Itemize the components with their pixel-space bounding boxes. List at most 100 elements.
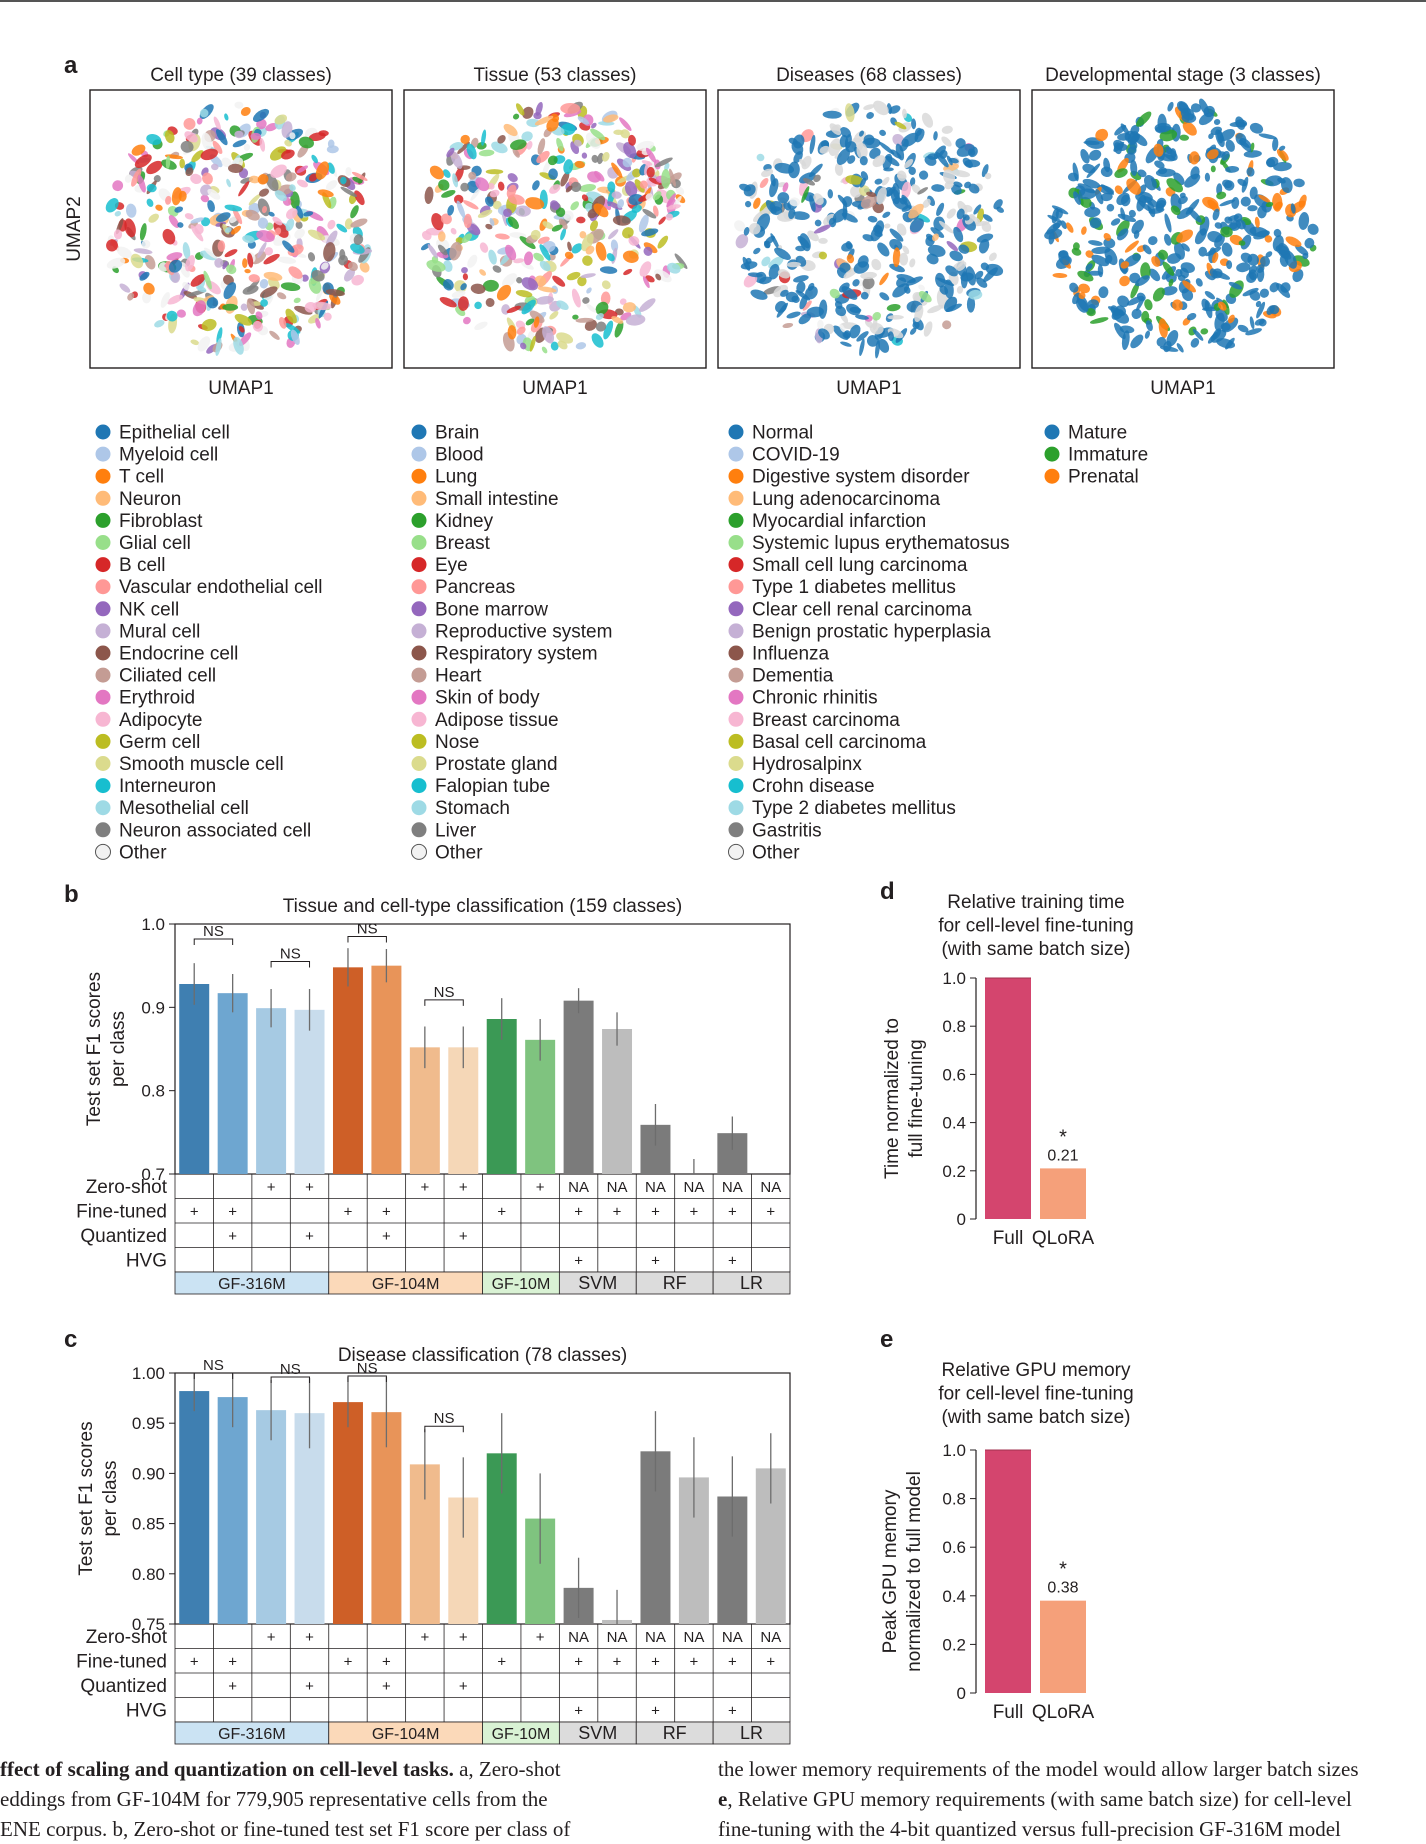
- umap-title-1: Cell type (39 classes): [150, 65, 332, 86]
- umap-cluster: [489, 217, 495, 227]
- umap-cluster: [1089, 317, 1109, 324]
- chart-d-bar: [1040, 1168, 1086, 1219]
- umap-cluster: [774, 162, 795, 174]
- chart-b-bar: [409, 1047, 440, 1174]
- chart-b-table-cell: +: [267, 1179, 276, 1196]
- umap-cluster: [1214, 222, 1223, 229]
- umap-cluster: [180, 140, 194, 153]
- umap-cluster: [201, 132, 212, 151]
- umap-cluster: [945, 265, 958, 277]
- umap-cluster: [879, 272, 889, 286]
- umap-cluster: [849, 306, 862, 313]
- umap-cluster: [905, 276, 923, 286]
- umap-cluster: [1155, 168, 1176, 178]
- legend-label-disease: Basal cell carcinoma: [752, 732, 927, 753]
- umap-cluster: [521, 261, 534, 270]
- umap-cluster: [442, 169, 451, 178]
- chart-c-bar: [256, 1410, 287, 1624]
- umap-cluster: [468, 171, 477, 180]
- umap-cluster: [946, 240, 958, 252]
- umap-cluster: [134, 154, 152, 168]
- umap-cluster: [1103, 237, 1116, 249]
- umap-cluster: [593, 203, 609, 218]
- umap-cluster: [897, 170, 907, 182]
- umap-cluster: [860, 171, 869, 181]
- legend-label-cell-type: Adipocyte: [119, 710, 202, 731]
- umap-cluster: [258, 188, 270, 197]
- legend-label-tissue: Heart: [435, 666, 482, 687]
- umap-cluster: [533, 252, 544, 262]
- legend-swatch-tissue: [411, 756, 427, 771]
- legend-label-tissue: Adipose tissue: [435, 710, 559, 731]
- umap-cluster: [818, 328, 830, 340]
- umap-cluster: [1216, 338, 1236, 349]
- umap-cluster: [859, 156, 868, 166]
- caption-right-line-2: e, Relative GPU memory requirements (wit…: [718, 1787, 1352, 1811]
- umap-cluster: [1145, 320, 1153, 332]
- umap-cluster: [426, 259, 446, 272]
- legend-label-disease: Hydrosalpinx: [752, 754, 862, 775]
- chart-d-ytick-label: 0.8: [942, 1017, 966, 1036]
- umap-cluster: [915, 213, 931, 223]
- legend-label-tissue: Kidney: [435, 511, 494, 532]
- umap-cluster: [606, 253, 615, 262]
- umap-cluster: [612, 215, 631, 226]
- umap-cluster: [809, 195, 816, 212]
- umap-cluster: [639, 298, 656, 312]
- umap-cluster: [1213, 118, 1221, 126]
- legend-swatch-cell-type: [95, 667, 111, 683]
- umap-cluster: [1269, 282, 1280, 293]
- caption-left-line-3: ENE corpus. b, Zero-shot or fine-tuned t…: [0, 1817, 571, 1841]
- umap-cluster: [207, 188, 221, 200]
- umap-cluster: [311, 270, 325, 282]
- legend-swatch-tissue: [411, 424, 427, 440]
- umap-cluster: [874, 178, 883, 185]
- chart-b-bar: [371, 965, 402, 1174]
- umap-cluster: [116, 246, 132, 259]
- umap-cluster: [834, 300, 843, 310]
- umap-cluster: [1136, 111, 1152, 127]
- umap-cluster: [113, 229, 123, 240]
- chart-c-title: Disease classification (78 classes): [338, 1345, 627, 1366]
- umap-cluster: [485, 169, 504, 175]
- chart-b-group-label: GF-316M: [218, 1276, 286, 1293]
- legend-label-cell-type: Interneuron: [119, 776, 216, 797]
- umap-cluster: [224, 113, 229, 121]
- umap-cluster: [1078, 292, 1086, 300]
- umap-cluster: [761, 256, 771, 267]
- umap-cluster: [130, 253, 144, 269]
- umap-cluster: [753, 247, 761, 255]
- umap-cluster: [860, 271, 877, 280]
- figure-canvas: a b c d e Cell type (39 classes) UMAP1 Tissue (…: [64, 52, 1335, 1745]
- umap-cluster: [566, 271, 581, 281]
- umap-cluster: [863, 134, 875, 146]
- umap-cluster: [976, 277, 988, 288]
- umap-cluster: [581, 152, 588, 159]
- umap-cluster: [325, 180, 338, 191]
- umap-cluster: [216, 327, 223, 345]
- chart-d-ytick-label: 0.4: [942, 1114, 966, 1133]
- legend-swatch-tissue: [411, 667, 427, 683]
- umap-cluster: [438, 179, 450, 191]
- umap-cluster: [222, 303, 239, 311]
- umap-cluster: [507, 325, 517, 340]
- umap-cluster: [1249, 186, 1258, 200]
- umap-cluster: [769, 178, 779, 198]
- umap-cluster: [614, 321, 624, 338]
- umap-cluster: [325, 289, 345, 297]
- chart-b-table-cell: +: [420, 1179, 429, 1196]
- umap-cluster: [575, 342, 587, 350]
- umap-cluster: [634, 179, 645, 193]
- umap-cluster: [555, 207, 566, 217]
- umap-cluster: [909, 218, 924, 233]
- legend-label-cell-type: Endocrine cell: [119, 644, 238, 665]
- chart-e-ytick-label: 0.4: [942, 1587, 966, 1606]
- chart-c-group-label: SVM: [578, 1723, 617, 1743]
- umap-cluster: [611, 191, 622, 199]
- chart-c-table-cell: +: [382, 1678, 391, 1695]
- umap-cluster: [1158, 318, 1168, 339]
- legend-label-disease: COVID-19: [752, 445, 840, 466]
- umap-cluster: [745, 257, 752, 265]
- legend-swatch-disease: [728, 778, 744, 794]
- umap-cluster: [768, 263, 780, 280]
